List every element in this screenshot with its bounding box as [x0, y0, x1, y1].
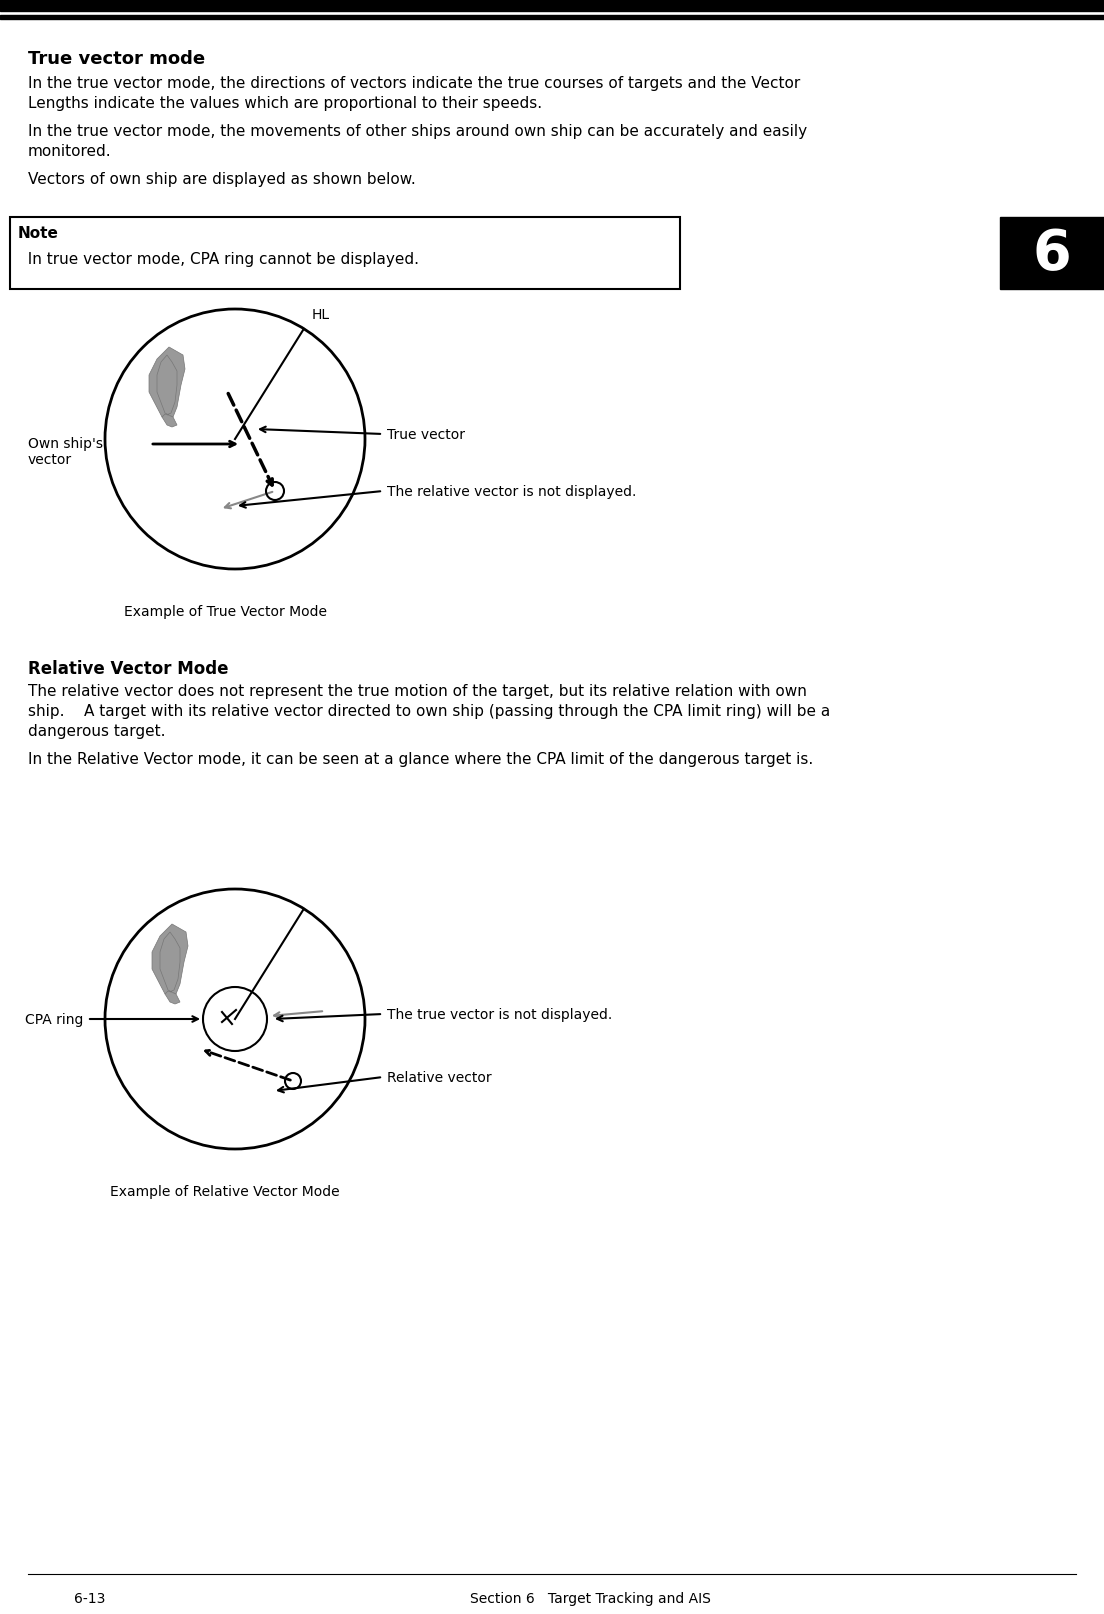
Text: The relative vector is not displayed.: The relative vector is not displayed.: [388, 484, 636, 499]
Bar: [1000, 218, 1104, 291]
Polygon shape: [162, 415, 177, 428]
Text: ship.    A target with its relative vector directed to own ship (passing through: ship. A target with its relative vector …: [28, 704, 830, 718]
Text: True vector mode: True vector mode: [28, 50, 205, 68]
Text: Section 6   Target Tracking and AIS: Section 6 Target Tracking and AIS: [469, 1591, 711, 1604]
Text: Example of True Vector Mode: Example of True Vector Mode: [124, 605, 327, 618]
Text: CPA ring: CPA ring: [24, 1012, 83, 1027]
Text: dangerous target.: dangerous target.: [28, 723, 166, 739]
Polygon shape: [152, 925, 188, 994]
Text: Own ship's
vector: Own ship's vector: [28, 437, 103, 466]
Text: Lengths indicate the values which are proportional to their speeds.: Lengths indicate the values which are pr…: [28, 95, 542, 111]
Text: monitored.: monitored.: [28, 144, 112, 158]
Text: In the true vector mode, the movements of other ships around own ship can be acc: In the true vector mode, the movements o…: [28, 124, 807, 139]
Bar: [10, 218, 680, 291]
Text: Relative vector: Relative vector: [388, 1070, 491, 1085]
Text: True vector: True vector: [388, 428, 465, 442]
Text: Example of Relative Vector Mode: Example of Relative Vector Mode: [110, 1185, 340, 1198]
Text: Relative Vector Mode: Relative Vector Mode: [28, 660, 229, 678]
Polygon shape: [149, 347, 185, 418]
Text: In the Relative Vector mode, it can be seen at a glance where the CPA limit of t: In the Relative Vector mode, it can be s…: [28, 752, 814, 767]
Text: 6-13: 6-13: [74, 1591, 106, 1604]
Text: The true vector is not displayed.: The true vector is not displayed.: [388, 1007, 613, 1022]
Text: Vectors of own ship are displayed as shown below.: Vectors of own ship are displayed as sho…: [28, 173, 416, 187]
Text: In the true vector mode, the directions of vectors indicate the true courses of : In the true vector mode, the directions …: [28, 76, 800, 90]
Text: Note: Note: [18, 226, 59, 240]
Bar: [0, 0, 1104, 11]
Text: The relative vector does not represent the true motion of the target, but its re: The relative vector does not represent t…: [28, 684, 807, 699]
Text: HL: HL: [312, 308, 330, 321]
Polygon shape: [164, 991, 180, 1004]
Bar: [0, 16, 1104, 19]
Text: In true vector mode, CPA ring cannot be displayed.: In true vector mode, CPA ring cannot be …: [18, 252, 420, 266]
Text: 6: 6: [1032, 228, 1071, 281]
